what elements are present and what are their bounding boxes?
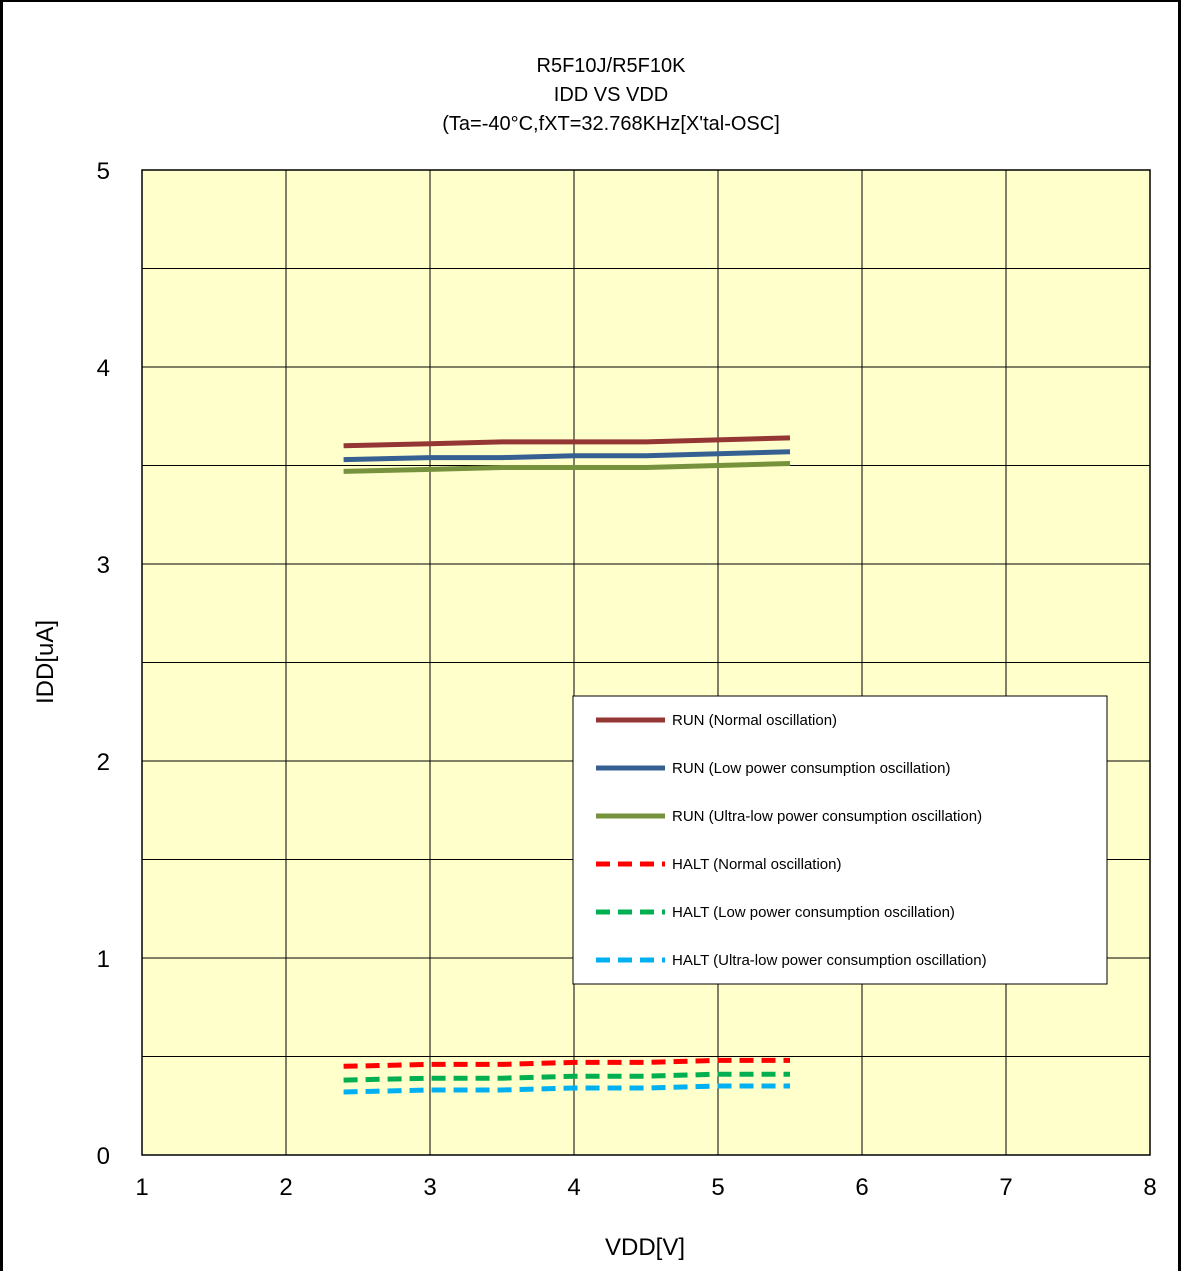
y-tick-label: 3 <box>97 552 110 579</box>
chart-canvas: R5F10J/R5F10K IDD VS VDD (Ta=-40°C,fXT=3… <box>32 55 1157 1261</box>
series-line-2 <box>343 449 791 463</box>
x-axis-label: VDD[V] <box>605 1234 685 1261</box>
y-axis-label: IDD[uA] <box>32 620 59 704</box>
legend-entry-6: HALT (Ultra-low power consumption oscill… <box>672 952 987 969</box>
series-line-4 <box>343 1057 790 1069</box>
chart-title-line-3: (Ta=-40°C,fXT=32.768KHz[X'tal-OSC] <box>442 113 780 135</box>
legend: RUN (Normal oscillation) RUN (Low power c… <box>572 695 1108 985</box>
y-tick-label: 1 <box>97 946 110 973</box>
legend-entry-1: RUN (Normal oscillation) <box>672 712 837 729</box>
legend-box <box>572 695 1108 985</box>
x-tick-label: 1 <box>135 1174 148 1201</box>
chart-title: R5F10J/R5F10K IDD VS VDD (Ta=-40°C,fXT=3… <box>442 55 780 135</box>
y-tick-label: 4 <box>97 355 110 382</box>
x-tick-label: 8 <box>1143 1174 1156 1201</box>
x-tick-label: 7 <box>999 1174 1012 1201</box>
series-line-3 <box>343 461 791 474</box>
chart-title-line-1: R5F10J/R5F10K <box>537 55 687 77</box>
x-tick-label: 6 <box>855 1174 868 1201</box>
series-line-6 <box>343 1083 790 1095</box>
y-tick-label: 0 <box>97 1143 110 1170</box>
x-tick-label: 3 <box>423 1174 436 1201</box>
x-tick-label: 4 <box>567 1174 580 1201</box>
chart-title-line-2: IDD VS VDD <box>554 84 668 106</box>
legend-entry-3: RUN (Ultra-low power consumption oscilla… <box>672 808 982 825</box>
plot-border <box>141 169 1151 1156</box>
x-tick-label: 5 <box>711 1174 724 1201</box>
series-line-1 <box>343 435 791 449</box>
legend-entry-2: RUN (Low power consumption oscillation) <box>672 760 950 777</box>
legend-entry-4: HALT (Normal oscillation) <box>672 856 842 873</box>
y-tick-label: 5 <box>97 158 110 185</box>
x-tick-label: 2 <box>279 1174 292 1201</box>
series-line-5 <box>343 1071 790 1083</box>
y-tick-label: 2 <box>97 749 110 776</box>
legend-entry-5: HALT (Low power consumption oscillation) <box>672 904 955 921</box>
